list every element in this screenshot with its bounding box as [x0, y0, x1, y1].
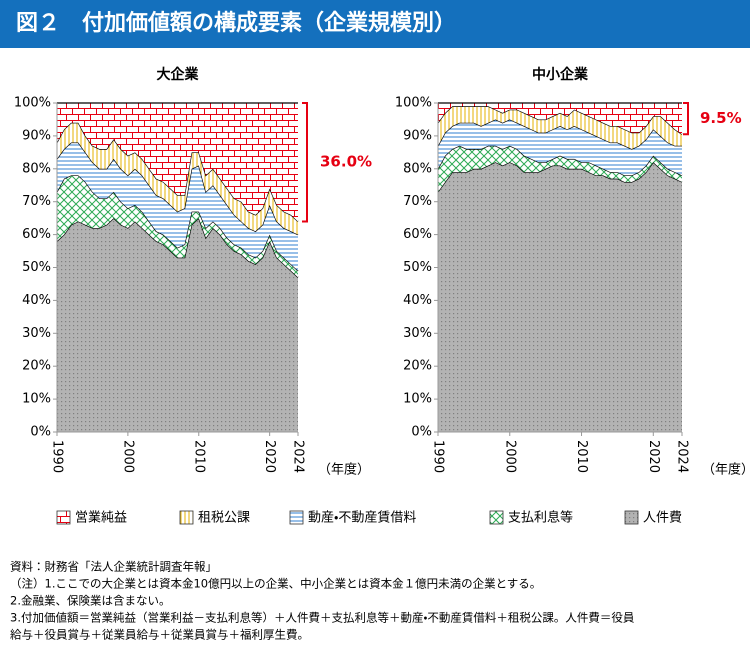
y-tick-label: 50%	[22, 260, 51, 275]
y-tick-label: 60%	[22, 227, 51, 242]
y-tick-label: 100%	[395, 96, 432, 111]
legend-swatch	[56, 510, 71, 525]
area	[438, 106, 682, 150]
chart-title: 中小企業	[532, 66, 589, 83]
y-tick-label: 90%	[22, 128, 51, 143]
area	[438, 162, 682, 432]
legend-label: 営業純益	[75, 510, 127, 526]
y-tick-label: 40%	[403, 293, 432, 308]
legend-swatch	[179, 510, 194, 525]
area	[438, 103, 682, 135]
note: 3.付加価値額＝営業純益（営業利益－支払利息等）＋人件費＋支払利息等＋動産・不動…	[10, 611, 635, 625]
y-tick-label: 10%	[403, 392, 432, 407]
y-tick-label: 0%	[411, 425, 432, 440]
y-tick-label: 0%	[30, 425, 51, 440]
area	[57, 218, 298, 432]
x-axis-label: （年度）	[318, 462, 370, 478]
x-tick-label: 2000	[120, 440, 135, 473]
annotation-bracket	[302, 102, 308, 223]
x-tick-label: 2020	[262, 440, 277, 473]
legend-label: 支払利息等	[508, 510, 573, 526]
legend-swatch	[289, 510, 304, 525]
y-tick-label: 30%	[22, 326, 51, 341]
y-tick-label: 100%	[14, 96, 51, 111]
area	[57, 175, 298, 278]
x-tick-label: 2024	[291, 440, 306, 473]
y-tick-label: 50%	[403, 260, 432, 275]
area	[57, 142, 298, 271]
legend-swatch	[489, 510, 504, 525]
note: 2.金融業、保険業は含まない。	[10, 594, 170, 608]
x-tick-label: 1990	[431, 440, 446, 473]
y-tick-label: 30%	[403, 326, 432, 341]
y-tick-label: 40%	[22, 293, 51, 308]
area	[57, 103, 298, 222]
y-tick-label: 80%	[403, 161, 432, 176]
area	[438, 119, 682, 176]
chart-title: 大企業	[157, 66, 200, 83]
x-tick-label: 2024	[675, 440, 690, 473]
legend-label: 動産・不動産賃借料	[308, 511, 416, 526]
header-bar	[0, 0, 750, 48]
note: 給与＋役員賞与＋従業員給与＋従業員賞与＋福利厚生費。	[10, 628, 309, 642]
x-tick-label: 2000	[502, 440, 517, 473]
annotation-bracket	[683, 102, 689, 136]
y-tick-label: 70%	[403, 194, 432, 209]
x-tick-label: 1990	[50, 440, 65, 473]
legend-label: 租税公課	[198, 511, 250, 526]
y-tick-label: 70%	[22, 194, 51, 209]
x-tick-label: 2010	[574, 440, 589, 473]
y-tick-label: 80%	[22, 161, 51, 176]
area	[57, 122, 298, 235]
y-tick-label: 60%	[403, 227, 432, 242]
header-title: 図２ 付加価値額の構成要素（企業規模別）	[16, 10, 456, 36]
note: 資料：財務省「法人企業統計調査年報」	[10, 560, 217, 574]
annotation: 36.0%	[320, 153, 372, 171]
y-tick-label: 10%	[22, 392, 51, 407]
y-tick-label: 20%	[403, 359, 432, 374]
annotation: 9.5%	[700, 109, 742, 127]
x-tick-label: 2010	[191, 440, 206, 473]
x-tick-label: 2020	[646, 440, 661, 473]
x-axis-label: （年度）	[702, 462, 750, 478]
area	[438, 145, 682, 192]
note: （注）1.ここでの大企業とは資本金10億円以上の企業、中小企業とは資本金１億円未…	[10, 577, 541, 591]
y-tick-label: 90%	[403, 128, 432, 143]
legend-label: 人件費	[643, 511, 682, 526]
y-tick-label: 20%	[22, 359, 51, 374]
legend-swatch	[624, 510, 639, 525]
